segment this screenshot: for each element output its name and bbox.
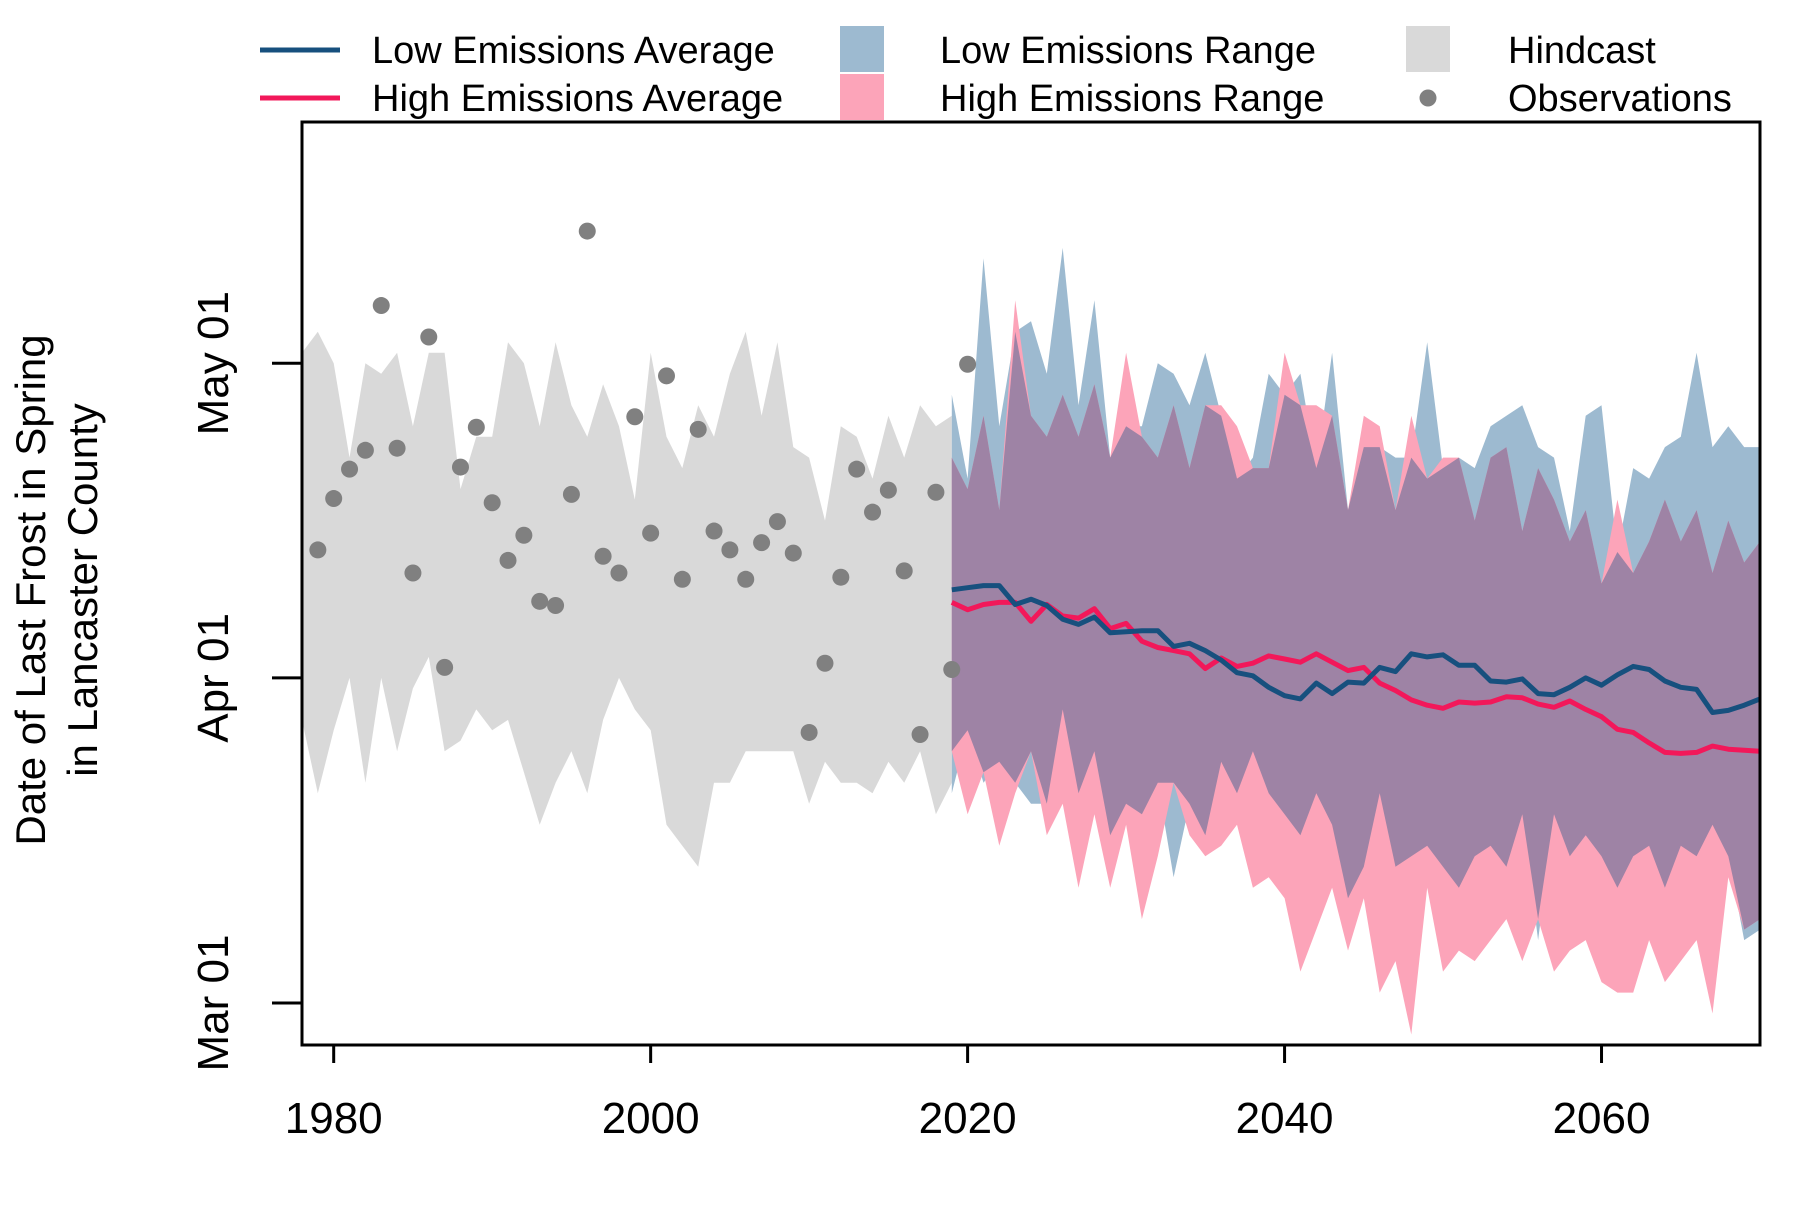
observation-point xyxy=(547,597,565,615)
observation-point xyxy=(325,490,343,508)
legend-swatch-low-range xyxy=(840,26,884,72)
legend-item-low-avg: Low Emissions Average xyxy=(260,30,775,72)
y-axis: Mar 01 Apr 01 May 01 xyxy=(189,291,302,1072)
observation-point xyxy=(467,418,485,436)
observation-point xyxy=(832,568,850,586)
observation-point xyxy=(959,355,977,373)
legend-item-hindcast: Hindcast xyxy=(1406,26,1656,72)
observation-point xyxy=(800,723,818,741)
observation-point xyxy=(404,564,422,582)
y-axis-label-line-1: Date of Last Frost in Spring xyxy=(7,334,54,845)
legend-item-high-avg: High Emissions Average xyxy=(260,78,783,120)
y-tick-label: Apr 01 xyxy=(189,613,238,743)
legend-label-low-avg: Low Emissions Average xyxy=(372,30,775,72)
plot-area xyxy=(302,222,1760,1035)
observation-point xyxy=(499,551,517,569)
observation-point xyxy=(610,564,628,582)
legend-label-high-avg: High Emissions Average xyxy=(372,78,783,120)
observation-point xyxy=(341,460,359,478)
observation-point xyxy=(578,222,596,240)
observation-point xyxy=(626,408,644,426)
legend-item-observations: Observations xyxy=(1419,78,1732,120)
legend-item-high-range: High Emissions Range xyxy=(840,74,1324,120)
legend-label-high-range: High Emissions Range xyxy=(940,78,1324,120)
observation-point xyxy=(642,524,660,542)
y-tick-label: May 01 xyxy=(189,291,238,435)
observation-point xyxy=(483,494,501,512)
hindcast-band xyxy=(302,331,952,867)
observation-point xyxy=(309,541,327,559)
high-emissions-average-line xyxy=(950,599,1760,756)
observation-point xyxy=(784,544,802,562)
observation-point xyxy=(864,503,882,521)
observation-point xyxy=(388,439,406,457)
range-overlap-band xyxy=(951,331,1760,930)
x-tick-label: 2060 xyxy=(1553,1094,1651,1143)
y-tick-label: Mar 01 xyxy=(189,935,238,1072)
legend-label-observations: Observations xyxy=(1508,78,1732,120)
observation-point xyxy=(816,654,834,672)
legend: Low Emissions Average High Emissions Aver… xyxy=(260,26,1732,120)
y-axis-label: Date of Last Frost in Spring in Lancaste… xyxy=(7,334,106,845)
legend-swatch-high-range xyxy=(840,74,884,120)
legend-label-hindcast: Hindcast xyxy=(1508,30,1656,72)
y-axis-label-line-2: in Lancaster County xyxy=(59,403,106,777)
observation-point xyxy=(515,526,533,544)
observation-point xyxy=(753,534,771,552)
observation-point xyxy=(768,513,786,531)
observation-point xyxy=(737,570,755,588)
observation-point xyxy=(562,485,580,503)
observation-point xyxy=(927,483,945,501)
observation-point xyxy=(658,367,675,385)
observation-point xyxy=(356,441,374,459)
observation-point xyxy=(705,522,723,540)
legend-item-low-range: Low Emissions Range xyxy=(840,26,1316,72)
observation-point xyxy=(848,460,866,478)
observation-point xyxy=(911,726,929,744)
x-tick-label: 2040 xyxy=(1236,1094,1334,1143)
observation-point xyxy=(451,458,469,476)
observation-point xyxy=(594,547,612,565)
x-tick-label: 2020 xyxy=(919,1094,1017,1143)
x-tick-label: 1980 xyxy=(285,1094,383,1143)
legend-label-low-range: Low Emissions Range xyxy=(940,30,1316,72)
legend-swatch-hindcast xyxy=(1406,26,1450,72)
low-emissions-average-line xyxy=(951,583,1760,715)
observation-point xyxy=(673,570,691,588)
x-axis: 1980 2000 2020 2040 2060 xyxy=(285,1043,1651,1143)
observation-point xyxy=(943,661,961,679)
observation-point xyxy=(895,562,913,580)
observation-point xyxy=(436,658,454,676)
observation-point xyxy=(531,592,549,610)
observation-point xyxy=(420,328,438,346)
legend-swatch-observations xyxy=(1419,89,1437,107)
observation-point xyxy=(879,481,897,499)
observation-point xyxy=(372,297,390,315)
x-tick-label: 2000 xyxy=(602,1094,700,1143)
observation-point xyxy=(721,541,739,559)
observation-point xyxy=(689,420,707,438)
